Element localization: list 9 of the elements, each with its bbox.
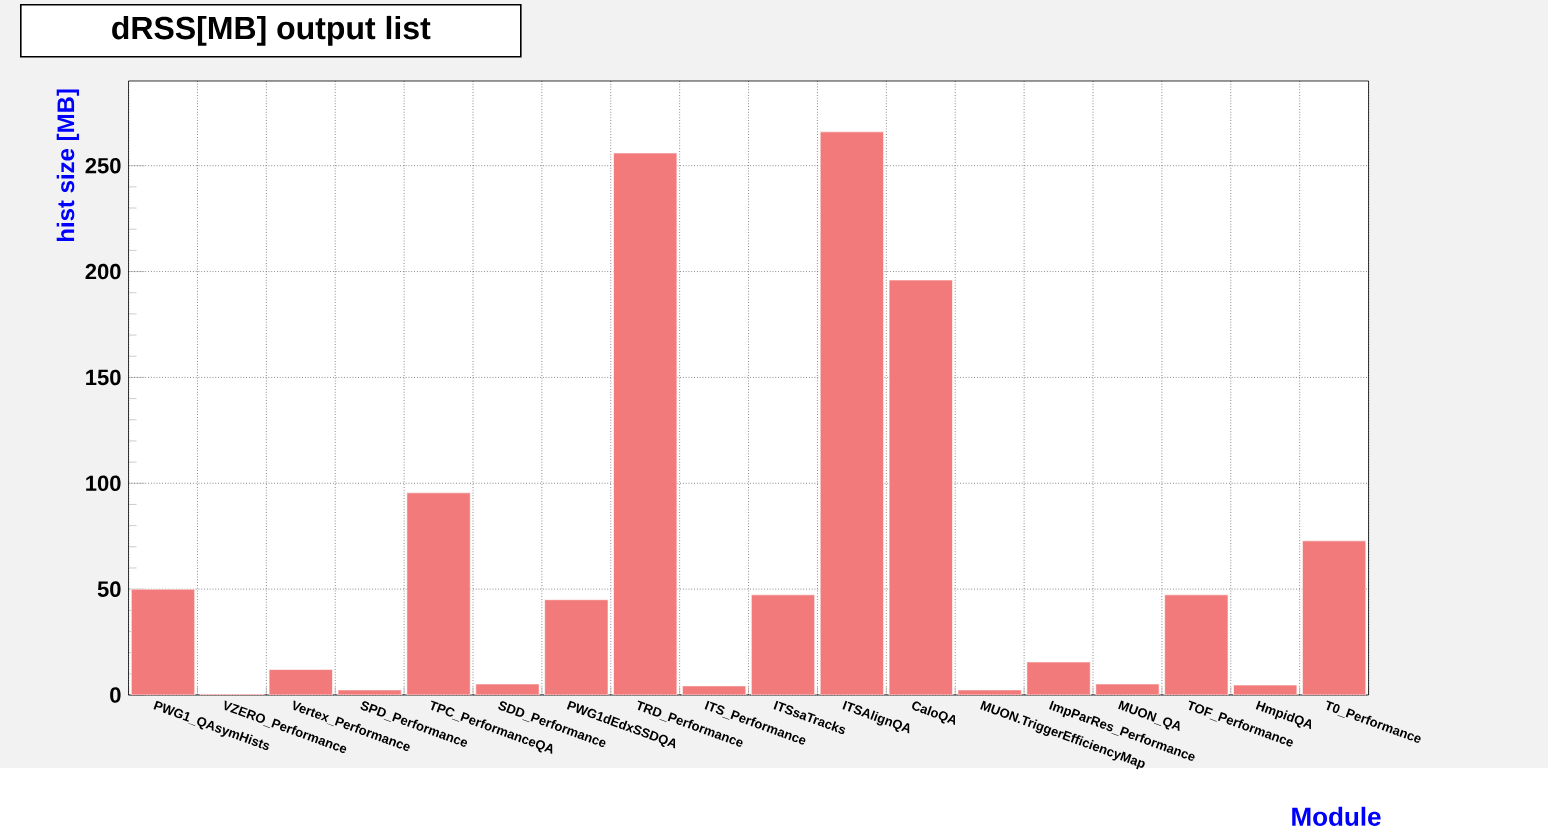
x-axis-title: Module bbox=[1292, 807, 1381, 827]
y-axis-title: hist size [MB] bbox=[56, 89, 80, 242]
y-tick-label: 0 bbox=[110, 687, 121, 704]
chart-title: dRSS[MB] output list bbox=[112, 16, 431, 46]
y-tick-label: 50 bbox=[97, 581, 121, 598]
y-tick-label: 150 bbox=[86, 369, 121, 386]
y-tick-label: 200 bbox=[85, 264, 121, 280]
y-tick-label: 250 bbox=[85, 158, 121, 174]
y-tick-label: 100 bbox=[86, 475, 121, 492]
